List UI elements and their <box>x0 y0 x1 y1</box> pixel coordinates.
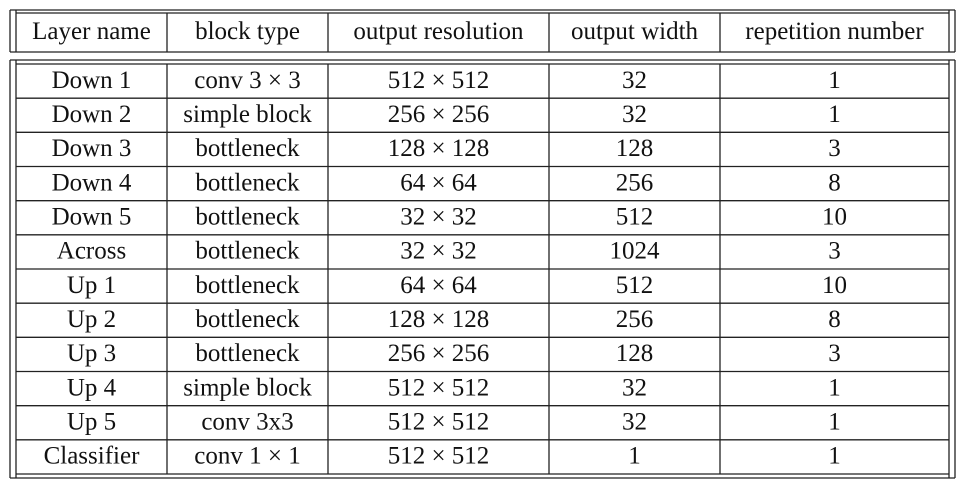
cell: 32 × 32 <box>400 238 477 265</box>
cell: Down 2 <box>52 101 132 128</box>
cell: 512 × 512 <box>388 374 490 401</box>
cell: 32 <box>622 408 647 435</box>
cell: 512 × 512 <box>388 67 490 94</box>
header-cell: output resolution <box>353 18 524 45</box>
cell: 512 × 512 <box>388 443 490 470</box>
cell: bottleneck <box>195 238 300 265</box>
cell: 32 <box>622 374 647 401</box>
cell: 256 × 256 <box>388 101 490 128</box>
header-cell: output width <box>571 18 699 45</box>
cell: 1024 <box>610 238 661 265</box>
cell: Down 5 <box>52 203 132 230</box>
cell: 1 <box>628 443 641 470</box>
cell: Classifier <box>44 443 140 470</box>
cell: bottleneck <box>195 169 300 196</box>
cell: 3 <box>828 135 841 162</box>
cell: bottleneck <box>195 340 300 367</box>
cell: simple block <box>183 101 312 128</box>
header-cell: repetition number <box>745 18 924 45</box>
cell: Up 1 <box>67 272 116 299</box>
cell: 8 <box>828 306 841 333</box>
cell: 3 <box>828 340 841 367</box>
cell: 512 <box>616 203 654 230</box>
cell: bottleneck <box>195 272 300 299</box>
cell: 1 <box>828 443 841 470</box>
cell: Across <box>57 238 126 265</box>
cell: 8 <box>828 169 841 196</box>
cell: Up 5 <box>67 408 116 435</box>
cell: bottleneck <box>195 203 300 230</box>
cell: conv 3x3 <box>201 408 293 435</box>
cell: simple block <box>183 374 312 401</box>
cell: 512 <box>616 272 654 299</box>
header-cell: Layer name <box>32 18 151 45</box>
cell: 32 <box>622 67 647 94</box>
cell: 128 × 128 <box>388 135 490 162</box>
cell: Down 1 <box>52 67 132 94</box>
cell: conv 3 × 3 <box>194 67 300 94</box>
cell: Up 2 <box>67 306 116 333</box>
cell: bottleneck <box>195 306 300 333</box>
cell: Up 4 <box>67 374 117 401</box>
cell: 256 <box>616 306 654 333</box>
cell: 512 × 512 <box>388 408 490 435</box>
cell: 128 <box>616 340 654 367</box>
cell: 64 × 64 <box>400 272 477 299</box>
cell: Down 4 <box>52 169 132 196</box>
header-cell: block type <box>195 18 300 45</box>
cell: 1 <box>828 101 841 128</box>
cell: 128 <box>616 135 654 162</box>
cell: 256 × 256 <box>388 340 490 367</box>
cell: 256 <box>616 169 654 196</box>
cell: 32 × 32 <box>400 203 477 230</box>
cell: Down 3 <box>52 135 132 162</box>
cell: Up 3 <box>67 340 116 367</box>
cell: 10 <box>822 272 847 299</box>
cell: 1 <box>828 374 841 401</box>
cell: 3 <box>828 238 841 265</box>
cell: conv 1 × 1 <box>194 443 300 470</box>
cell: 10 <box>822 203 847 230</box>
cell: 128 × 128 <box>388 306 490 333</box>
cell: 1 <box>828 67 841 94</box>
cell: 32 <box>622 101 647 128</box>
cell: 1 <box>828 408 841 435</box>
cell: bottleneck <box>195 135 300 162</box>
cell: 64 × 64 <box>400 169 477 196</box>
